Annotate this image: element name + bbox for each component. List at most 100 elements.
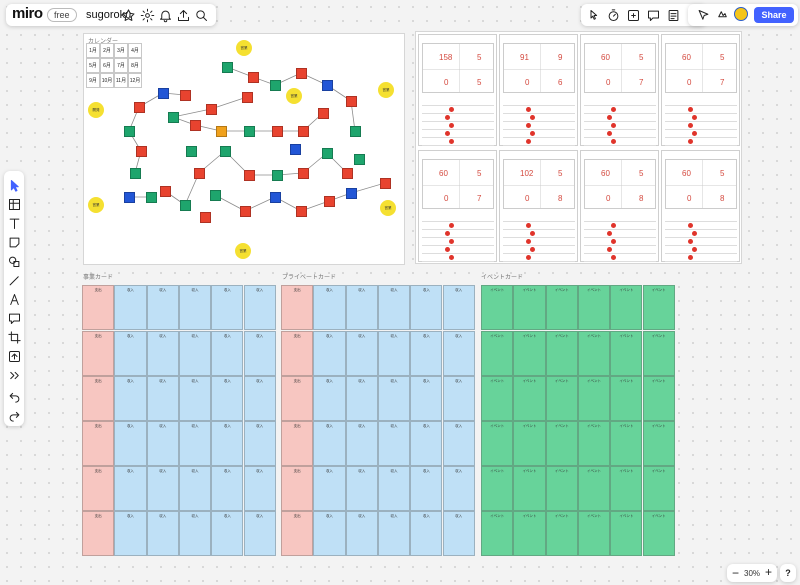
sheet-marker-dot[interactable] [607,231,612,236]
player-sheet[interactable]: 60507 [580,34,659,146]
zoom-level[interactable]: 30% [744,569,761,578]
reaction-icon[interactable] [712,5,732,25]
game-card[interactable]: 収入 [345,466,378,511]
game-card[interactable]: 支出 [281,285,314,330]
game-card[interactable]: イベント [642,421,675,466]
game-card[interactable]: イベント [481,285,514,330]
game-card[interactable]: 収入 [178,511,212,556]
game-card[interactable]: イベント [513,511,546,556]
game-card[interactable]: 収入 [377,285,411,330]
game-card[interactable]: イベント [545,511,578,556]
board-space[interactable] [272,170,283,181]
game-card[interactable]: 収入 [146,376,179,421]
game-card[interactable]: イベント [577,331,611,376]
sheet-marker-dot[interactable] [530,247,535,252]
redo-icon[interactable] [4,405,24,425]
sheet-marker-dot[interactable] [530,131,535,136]
board-space[interactable] [290,144,301,155]
game-card[interactable]: イベント [545,421,578,466]
board-space[interactable] [272,126,283,137]
game-card[interactable]: 収入 [114,466,147,511]
board-space[interactable] [168,112,179,123]
shapes-icon[interactable] [4,251,24,271]
player-sheet[interactable]: 60507 [418,150,497,262]
board-space[interactable] [158,88,169,99]
game-card[interactable]: 収入 [211,466,244,511]
search-icon[interactable] [191,5,211,25]
sun-space[interactable]: 営業 [235,243,251,259]
game-card[interactable]: イベント [577,421,611,466]
game-card[interactable]: 収入 [313,285,346,330]
game-card[interactable]: 収入 [211,421,244,466]
board-space[interactable] [186,146,197,157]
sheet-marker-dot[interactable] [611,223,616,228]
game-card[interactable]: 収入 [146,331,179,376]
board-space[interactable] [194,168,205,179]
board-space[interactable] [248,72,259,83]
board-space[interactable] [298,168,309,179]
game-card[interactable]: 収入 [114,376,147,421]
board-space[interactable] [270,80,281,91]
game-card[interactable]: 収入 [345,331,378,376]
board-space[interactable] [124,126,135,137]
sheet-marker-dot[interactable] [611,239,616,244]
board-space[interactable] [296,206,307,217]
board-space[interactable] [354,154,365,165]
game-card[interactable]: 収入 [442,376,475,421]
board-space[interactable] [350,126,361,137]
game-card[interactable]: 収入 [243,466,276,511]
board-space[interactable] [318,108,329,119]
game-card[interactable]: 収入 [178,376,212,421]
board-space[interactable] [270,192,281,203]
help-button[interactable]: ? [780,564,796,582]
game-card[interactable]: 収入 [178,331,212,376]
board-space[interactable] [342,168,353,179]
game-card[interactable]: 支出 [82,285,115,330]
sheet-marker-dot[interactable] [445,247,450,252]
board-space[interactable] [160,186,171,197]
game-card[interactable]: イベント [642,511,675,556]
sheet-marker-dot[interactable] [692,115,697,120]
sheet-marker-dot[interactable] [688,223,693,228]
game-card[interactable]: 収入 [442,511,475,556]
game-card[interactable]: 収入 [313,421,346,466]
game-card[interactable]: 収入 [345,511,378,556]
pointer-icon[interactable] [583,5,603,25]
game-card[interactable]: 収入 [442,421,475,466]
game-card[interactable]: 収入 [243,421,276,466]
game-card[interactable]: イベント [642,466,675,511]
game-card[interactable]: イベント [513,421,546,466]
cursor-icon[interactable] [693,5,713,25]
game-card[interactable]: 収入 [243,331,276,376]
board-space[interactable] [190,120,201,131]
board-space[interactable] [134,102,145,113]
star-icon[interactable] [118,5,138,25]
sheet-marker-dot[interactable] [449,255,454,260]
game-card[interactable]: イベント [545,376,578,421]
game-card[interactable]: 支出 [82,421,115,466]
game-card[interactable]: 収入 [211,331,244,376]
sheet-marker-dot[interactable] [530,115,535,120]
sheet-marker-dot[interactable] [607,115,612,120]
game-card[interactable]: イベント [545,466,578,511]
sheet-marker-dot[interactable] [445,131,450,136]
game-card[interactable]: イベント [545,331,578,376]
game-card[interactable]: 収入 [211,285,244,330]
sheet-marker-dot[interactable] [526,255,531,260]
upload-tool-icon[interactable] [4,346,24,366]
more-tools-icon[interactable] [4,365,24,385]
game-card[interactable]: 収入 [410,511,443,556]
player-sheet[interactable]: 91906 [499,34,578,146]
board-space[interactable] [146,192,157,203]
game-card[interactable]: イベント [545,285,578,330]
game-card[interactable]: 収入 [114,331,147,376]
game-card[interactable]: イベント [513,331,546,376]
game-card[interactable]: 収入 [313,331,346,376]
game-card[interactable]: 支出 [82,376,115,421]
game-card[interactable]: 収入 [377,511,411,556]
game-card[interactable]: イベント [610,285,643,330]
sheet-marker-dot[interactable] [692,231,697,236]
sun-space[interactable]: 営業 [286,88,302,104]
board-space[interactable] [244,170,255,181]
miro-logo[interactable]: miro [12,5,43,22]
